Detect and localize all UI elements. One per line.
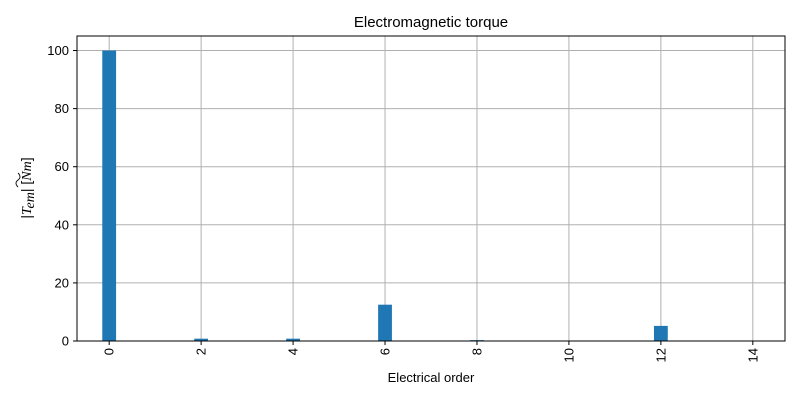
- y-axis-label-symbol: T: [20, 206, 35, 215]
- y-tick-label: 80: [55, 101, 69, 116]
- x-tick-label: 4: [286, 348, 301, 355]
- plot-background: [77, 36, 785, 341]
- ticks: 0 2 4 6 8 10 12 14 0 20 40 60 80 100: [47, 43, 760, 362]
- y-axis-label: |Tem| [Nm]: [18, 157, 38, 218]
- y-tick-label: 100: [47, 43, 69, 58]
- x-tick-label: 10: [561, 348, 576, 362]
- bar-order-4: [286, 338, 300, 341]
- y-tick-label: 60: [55, 159, 69, 174]
- x-tick-label: 6: [378, 348, 393, 355]
- x-tick-label: 2: [194, 348, 209, 355]
- y-axis-label-end: ]: [18, 157, 34, 161]
- bars: [102, 50, 668, 342]
- x-tick-label: 12: [653, 348, 668, 362]
- y-axis-label-unit: Nm: [20, 161, 35, 181]
- y-tick-label: 0: [62, 334, 69, 349]
- bar-order-6: [378, 304, 392, 341]
- y-axis-label-close: | [: [18, 181, 34, 193]
- bar-order-0: [102, 50, 117, 342]
- y-axis-label-open: |: [18, 215, 34, 219]
- y-axis-label-tilde: [15, 172, 21, 188]
- x-tick-label: 0: [102, 348, 117, 355]
- x-tick-label: 8: [469, 348, 484, 355]
- y-tick-label: 20: [55, 275, 69, 290]
- x-tick-label: 14: [745, 348, 760, 362]
- bar-order-12: [653, 325, 668, 341]
- grid: [77, 36, 785, 342]
- chart-title: Electromagnetic torque: [354, 14, 508, 31]
- plot-frame: [76, 35, 786, 342]
- x-axis-label: Electrical order: [388, 370, 475, 385]
- y-axis-label-subscript: em: [23, 192, 38, 208]
- bar-order-2: [194, 338, 209, 341]
- y-tick-label: 40: [55, 217, 69, 232]
